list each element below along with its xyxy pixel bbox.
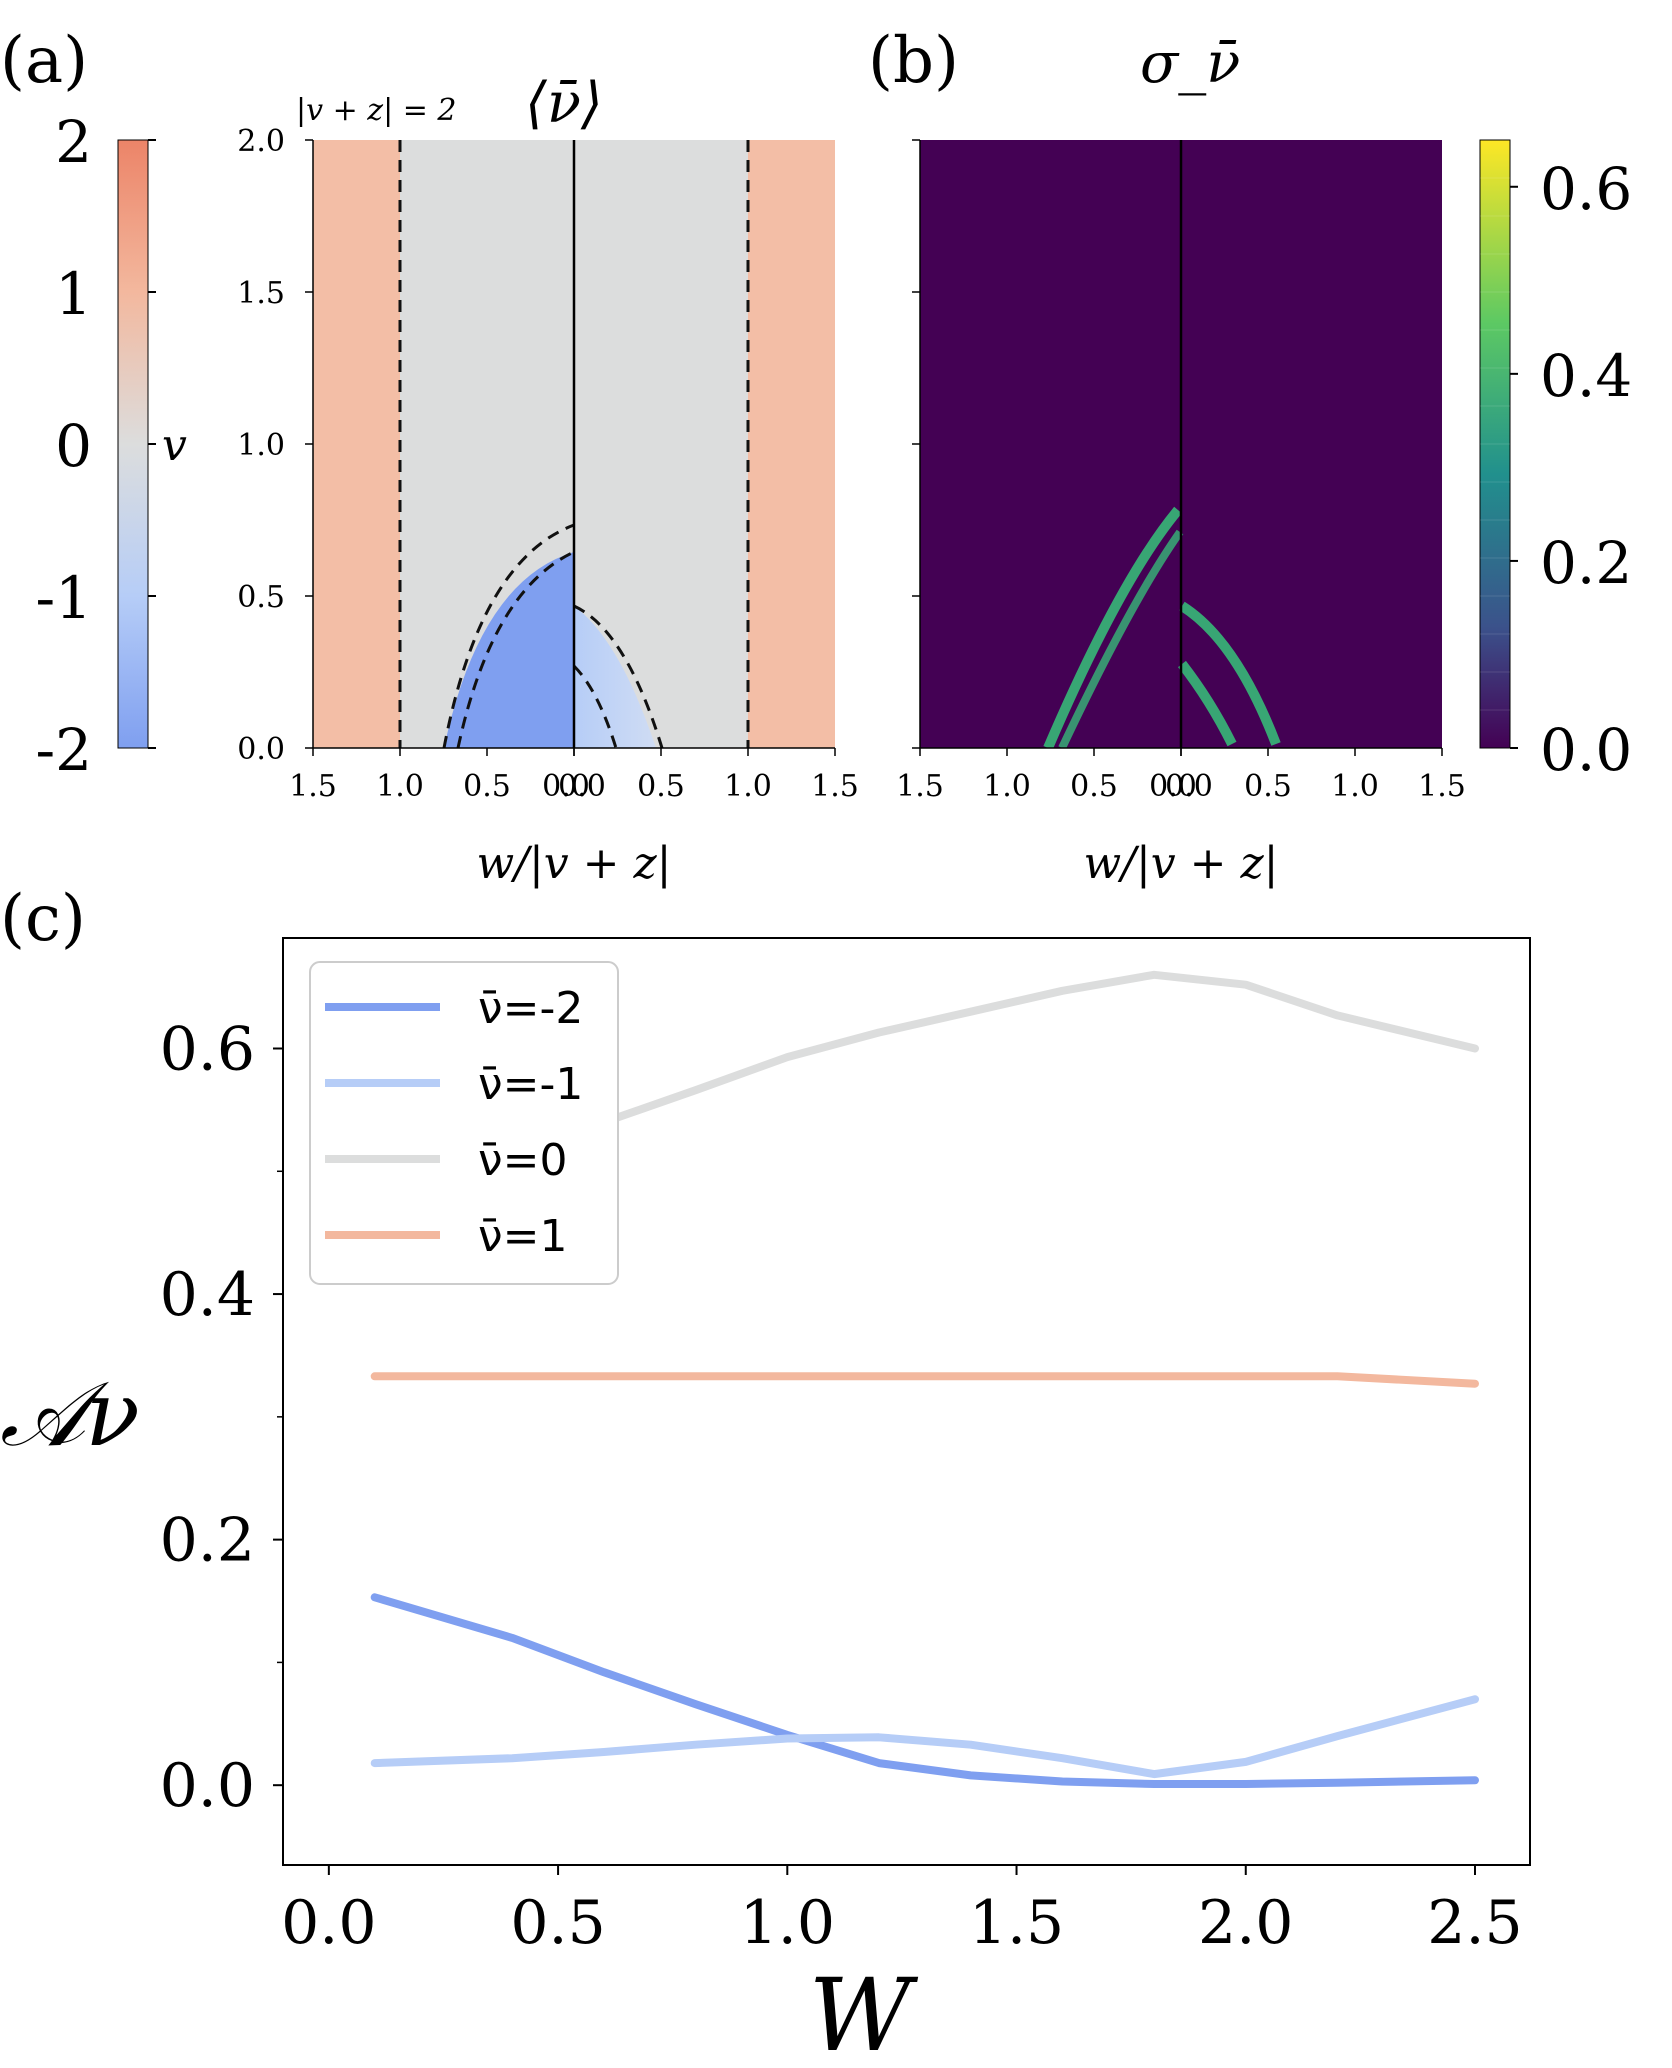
y-tick-label: 0.2 (160, 1506, 255, 1576)
legend-box (309, 961, 619, 1285)
x-tick-label: 0.0 (542, 769, 590, 804)
colorbar-b-tick-label: 0.0 (1540, 716, 1632, 784)
sigma-ridge-right-1 (1179, 601, 1281, 746)
legend-entry: ν̄=1 (478, 1211, 567, 1262)
series-line (370, 1695, 1479, 1779)
legend-entry: ν̄=-2 (478, 983, 583, 1034)
x-tick-label: 0.5 (637, 769, 685, 804)
colorbar-a-tick-label: 2 (55, 108, 92, 176)
series-line (370, 1372, 1479, 1388)
x-tick-label: 0.0 (281, 1888, 376, 1958)
x-tick-label: 1.0 (376, 769, 424, 804)
region-nu1-right (748, 140, 835, 748)
x-tick-label: 1.5 (811, 769, 859, 804)
y-tick-label: 0.4 (160, 1260, 255, 1330)
x-tick-label: 2.0 (1198, 1888, 1293, 1958)
x-tick-label: 0.0 (558, 769, 606, 804)
colorbar-a-tick-label: -1 (36, 564, 93, 632)
colorbar-b-ticks: 0.0 0.2 0.4 0.6 (1480, 155, 1632, 784)
panel-label-a: (a) (0, 24, 88, 98)
colorbar-b (1479, 139, 1511, 749)
legend: ν̄=-2 ν̄=-1 ν̄=0 ν̄=1 (309, 961, 619, 1285)
x-tick-label: 0.5 (510, 1888, 605, 1958)
x-tick-label: 0.5 (1244, 769, 1292, 804)
x-tick-label: 1.0 (724, 769, 772, 804)
panel-a-annotation: |v + z| = 2 (296, 93, 456, 128)
legend-entry: ν̄=-1 (478, 1059, 583, 1110)
panel-b: 1.5 1.0 0.5 0.00.0 0.5 1.0 1.5 σ_ν̄ w/|v + z| … (896, 31, 1632, 889)
y-tick-label: 1.5 (237, 276, 285, 311)
colorbar-a-label: v (162, 420, 187, 471)
series-line (370, 1593, 1479, 1788)
sigma-ridge-right-2 (1178, 660, 1237, 747)
panel-b-title: σ_ν̄ (1140, 31, 1240, 96)
x-tick-label: 1.0 (983, 769, 1031, 804)
colorbar-a-tick-label: 0 (55, 412, 92, 480)
panel-label-c: (c) (0, 882, 86, 956)
boundary-outer-right (573, 604, 664, 748)
sigma-ridge-left-2 (1058, 529, 1184, 748)
axes-a: 1.5 1.0 0.5 0.00.0 0.5 1.0 1.50.00.51.01.52.0 (237, 124, 859, 804)
colorbar-a-tick-label: 1 (55, 260, 92, 328)
colorbar-b-tick-label: 0.2 (1540, 529, 1632, 597)
panel-c-xlabel: W (809, 1957, 919, 2068)
x-tick-label: 1.5 (969, 1888, 1064, 1958)
region-nu-neg2 (444, 552, 574, 748)
x-tick-label: 0.0 (1149, 769, 1197, 804)
axes-b: 1.5 1.0 0.5 0.00.0 0.5 1.0 1.5 (896, 139, 1466, 804)
x-tick-label: 2.5 (1427, 1888, 1522, 1958)
region-nu1-left (313, 140, 400, 748)
legend-entry: ν̄=0 (478, 1135, 567, 1186)
panel-c-ylabel: 𝒜ν (0, 1362, 140, 1467)
x-tick-label: 1.0 (740, 1888, 835, 1958)
x-tick-label: 1.5 (1418, 769, 1466, 804)
panel-a-xlabel: w/|v + z| (476, 838, 671, 889)
panel-label-b: (b) (868, 24, 959, 98)
heatmap-b (920, 140, 1442, 748)
y-tick-label: 2.0 (237, 124, 285, 159)
y-tick-label: 0.6 (160, 1015, 255, 1085)
boundary-outer-left (442, 523, 575, 748)
sigma-ridge-left-1 (1043, 506, 1182, 748)
y-tick-label: 0.0 (237, 732, 285, 767)
colorbar-b-tick-label: 0.6 (1540, 155, 1632, 223)
panel-a-title: ⟨ν̄⟩ (525, 71, 603, 136)
panel-b-xlabel: w/|v + z| (1083, 838, 1278, 889)
x-tick-label: 0.5 (463, 769, 511, 804)
panel-c: 0.0 0.5 1.0 1.5 2.0 2.50.00.20.40.6 ν̄=-2ν̄=-… (0, 937, 1531, 2068)
colorbar-b-tick-label: 0.4 (1540, 342, 1632, 410)
colorbar-a-ticks: -2 -1 0 1 2 (36, 108, 156, 784)
y-tick-label: 1.0 (237, 428, 285, 463)
boundary-inner-right (572, 664, 618, 748)
x-tick-label: 1.5 (289, 769, 337, 804)
y-tick-label: 0.5 (237, 580, 285, 615)
colorbar-a-tick-label: -2 (36, 716, 93, 784)
region-nu-neg1 (574, 606, 656, 748)
axes-c: 0.0 0.5 1.0 1.5 2.0 2.5 0.0 0.2 0.4 0.6 (160, 1015, 1523, 1958)
colorbar-a (117, 139, 149, 749)
x-tick-label: 0.0 (1165, 769, 1213, 804)
x-tick-label: 0.5 (1070, 769, 1118, 804)
x-tick-label: 1.0 (1331, 769, 1379, 804)
y-tick-label: 0.0 (160, 1751, 255, 1821)
heatmap-a (313, 140, 835, 748)
x-tick-label: 1.5 (896, 769, 944, 804)
